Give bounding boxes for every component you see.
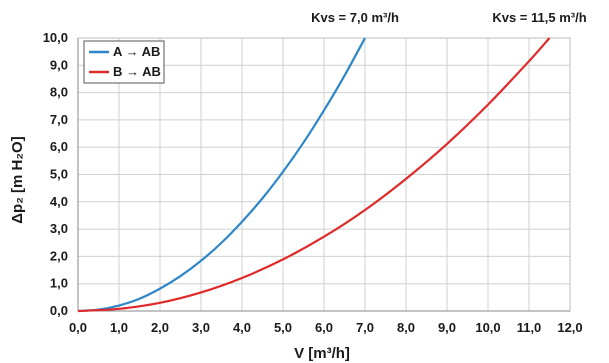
x-tick-label: 7,0 xyxy=(356,320,374,335)
annotations: Kvs = 7,0 m³/h Kvs = 11,5 m³/h xyxy=(311,10,587,25)
x-tick-label: 8,0 xyxy=(397,320,415,335)
kvs-annotation: Kvs = 7,0 m³/h xyxy=(311,10,399,25)
x-tick-label: 5,0 xyxy=(274,320,292,335)
y-tick-label: 5,0 xyxy=(50,167,68,182)
y-tick-label: 3,0 xyxy=(50,221,68,236)
y-tick-labels: 0,0 1,0 2,0 3,0 4,0 5,0 6,0 7,0 8,0 9,0 10,0 xyxy=(43,30,68,318)
y-tick-label: 10,0 xyxy=(43,30,68,45)
series-line-a-ab xyxy=(77,37,366,313)
legend-box xyxy=(83,40,165,84)
legend-label: A → AB xyxy=(113,44,160,59)
y-tick-label: 4,0 xyxy=(50,194,68,209)
y-tick-label: 9,0 xyxy=(50,57,68,72)
legend-label: B → AB xyxy=(113,64,161,79)
y-tick-label: 2,0 xyxy=(50,248,68,263)
x-tick-label: 9,0 xyxy=(438,320,456,335)
x-tick-label: 1,0 xyxy=(110,320,128,335)
x-tick-label: 3,0 xyxy=(192,320,210,335)
y-tick-label: 1,0 xyxy=(50,276,68,291)
x-tick-label: 2,0 xyxy=(151,320,169,335)
y-tick-label: 7,0 xyxy=(50,112,68,127)
series-lines xyxy=(77,37,551,313)
y-axis-label: Δp₂ [m H₂O] xyxy=(9,136,26,223)
x-tick-label: 11,0 xyxy=(517,320,542,335)
legend: A → AB B → AB xyxy=(83,40,165,84)
x-tick-label: 4,0 xyxy=(233,320,251,335)
y-tick-label: 0,0 xyxy=(50,303,68,318)
x-axis-label: V [m³/h] xyxy=(294,345,350,362)
series-line-b-ab xyxy=(77,37,551,313)
x-tick-label: 10,0 xyxy=(475,320,500,335)
y-tick-label: 6,0 xyxy=(50,139,68,154)
x-tick-labels: 0,0 1,0 2,0 3,0 4,0 5,0 6,0 7,0 8,0 9,0 10,0 11,0 12… xyxy=(69,320,583,335)
kvs-annotation: Kvs = 11,5 m³/h xyxy=(492,10,586,25)
x-tick-label: 0,0 xyxy=(69,320,87,335)
x-tick-label: 12,0 xyxy=(557,320,582,335)
x-tick-label: 6,0 xyxy=(315,320,333,335)
plot-frame xyxy=(77,37,571,312)
y-tick-label: 8,0 xyxy=(50,85,68,100)
